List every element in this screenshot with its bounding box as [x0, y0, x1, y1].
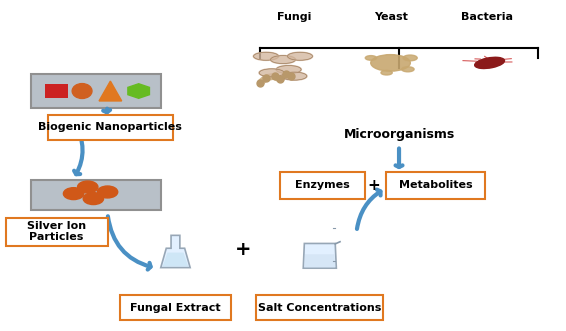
Ellipse shape	[287, 52, 313, 61]
Polygon shape	[162, 253, 188, 266]
Text: Bacteria: Bacteria	[461, 12, 513, 22]
Ellipse shape	[253, 52, 278, 61]
Circle shape	[78, 181, 98, 193]
Circle shape	[83, 193, 104, 205]
Ellipse shape	[381, 71, 392, 75]
Polygon shape	[99, 81, 122, 101]
FancyBboxPatch shape	[280, 172, 365, 199]
Ellipse shape	[403, 55, 417, 61]
FancyBboxPatch shape	[31, 74, 161, 108]
Circle shape	[97, 186, 118, 198]
Polygon shape	[303, 244, 336, 268]
Text: Fungal Extract: Fungal Extract	[130, 303, 221, 313]
Ellipse shape	[72, 84, 92, 99]
Text: Microorganisms: Microorganisms	[344, 127, 454, 141]
FancyBboxPatch shape	[31, 180, 161, 210]
Circle shape	[63, 188, 84, 200]
Ellipse shape	[475, 57, 504, 69]
Text: Silver Ion
Particles: Silver Ion Particles	[27, 221, 86, 243]
Ellipse shape	[259, 69, 285, 77]
FancyBboxPatch shape	[120, 296, 231, 320]
Polygon shape	[128, 84, 149, 98]
Ellipse shape	[276, 66, 302, 74]
Text: Metabolites: Metabolites	[399, 180, 473, 190]
Ellipse shape	[402, 67, 414, 72]
Text: Fungi: Fungi	[277, 12, 311, 22]
Polygon shape	[305, 254, 335, 267]
FancyBboxPatch shape	[256, 296, 384, 320]
Text: +: +	[235, 240, 252, 260]
Polygon shape	[161, 235, 190, 267]
FancyBboxPatch shape	[48, 115, 173, 140]
FancyBboxPatch shape	[45, 84, 68, 98]
Ellipse shape	[365, 56, 376, 60]
Ellipse shape	[271, 56, 295, 64]
Text: Enzymes: Enzymes	[295, 180, 350, 190]
Text: +: +	[367, 178, 380, 193]
Text: Salt Concentrations: Salt Concentrations	[258, 303, 381, 313]
Ellipse shape	[371, 55, 410, 71]
FancyBboxPatch shape	[386, 172, 485, 199]
Text: Biogenic Nanoparticles: Biogenic Nanoparticles	[38, 122, 182, 132]
FancyBboxPatch shape	[6, 218, 108, 246]
Text: Yeast: Yeast	[374, 12, 408, 22]
Ellipse shape	[281, 72, 307, 80]
